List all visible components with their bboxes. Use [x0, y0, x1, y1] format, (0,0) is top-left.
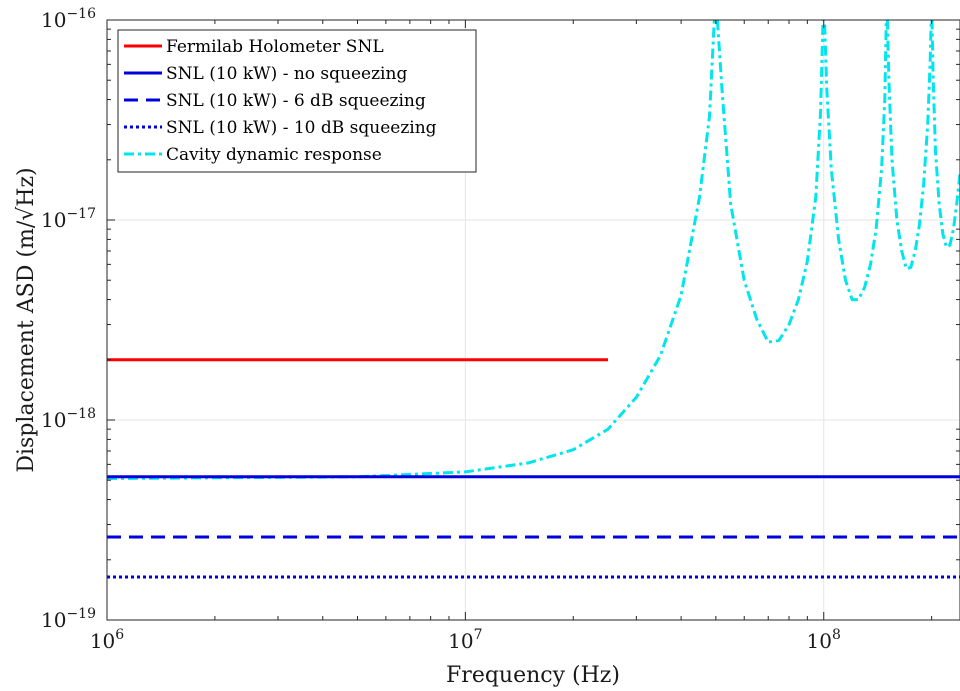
- x-tick-label: 107: [448, 627, 482, 653]
- y-axis-title: Displacement ASD (m/√Hz): [14, 167, 39, 472]
- x-tick-label: 106: [90, 627, 124, 653]
- series-layer: [107, 20, 960, 579]
- plot-frame: [106, 19, 960, 621]
- legend-label: SNL (10 kW) - 6 dB squeezing: [166, 91, 426, 111]
- legend-label: SNL (10 kW) - no squeezing: [166, 64, 407, 84]
- x-tick-label: 108: [807, 627, 841, 653]
- tick-labels: 106 107 108 10−19 10−18 10−17 10−16: [41, 6, 841, 653]
- y-tick-label: 10−18: [41, 406, 96, 432]
- legend-box: [117, 29, 477, 173]
- series-line-4: [107, 20, 960, 480]
- x-axis-title: Frequency (Hz): [446, 663, 620, 688]
- ticks: [106, 19, 960, 621]
- legend-label: Cavity dynamic response: [166, 145, 382, 165]
- y-tick-label: 10−17: [41, 206, 96, 232]
- legend-label: SNL (10 kW) - 10 dB squeezing: [166, 118, 437, 138]
- y-tick-label: 10−16: [41, 6, 96, 32]
- legend: Fermilab Holometer SNL SNL (10 kW) - no s…: [117, 29, 477, 173]
- legend-label: Fermilab Holometer SNL: [166, 37, 384, 57]
- y-tick-label: 10−19: [41, 606, 96, 632]
